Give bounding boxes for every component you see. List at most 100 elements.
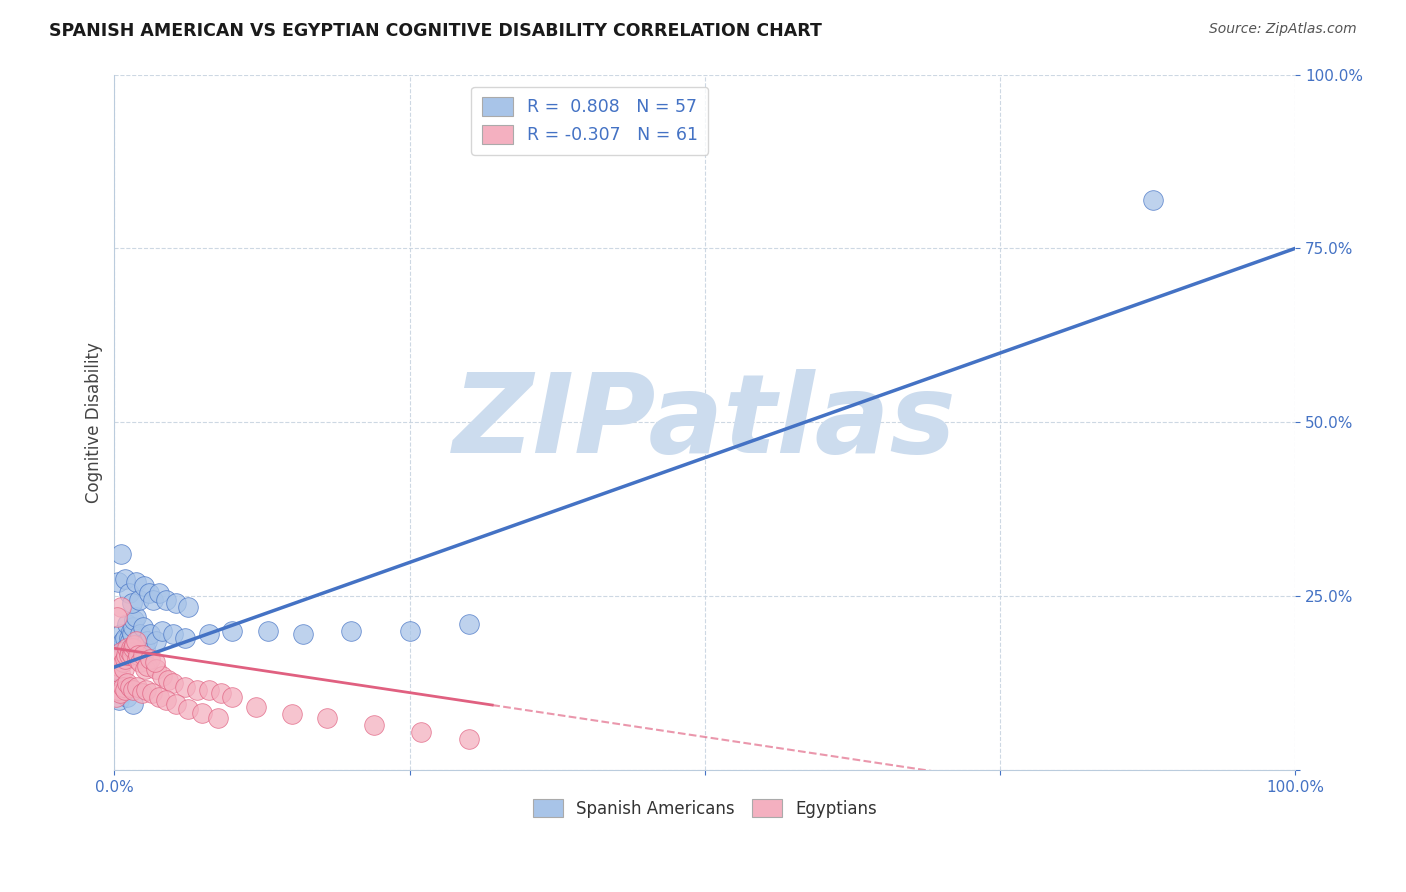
Point	[125, 651, 148, 665]
Text: SPANISH AMERICAN VS EGYPTIAN COGNITIVE DISABILITY CORRELATION CHART: SPANISH AMERICAN VS EGYPTIAN COGNITIVE D…	[49, 22, 823, 40]
Point	[221, 690, 243, 704]
Point	[142, 592, 165, 607]
Point	[110, 599, 132, 614]
Point	[127, 634, 149, 648]
Point	[111, 680, 134, 694]
Point	[457, 616, 479, 631]
Point	[124, 575, 146, 590]
Legend: Spanish Americans, Egyptians: Spanish Americans, Egyptians	[526, 792, 883, 824]
Point	[104, 662, 127, 676]
Point	[316, 711, 339, 725]
Point	[141, 686, 163, 700]
Point	[121, 648, 143, 663]
Point	[108, 638, 131, 652]
Point	[138, 585, 160, 599]
Point	[339, 624, 361, 638]
Point	[165, 697, 187, 711]
Point	[221, 624, 243, 638]
Point	[122, 697, 145, 711]
Point	[398, 624, 420, 638]
Point	[105, 641, 128, 656]
Point	[162, 627, 184, 641]
Point	[148, 690, 170, 704]
Point	[110, 651, 132, 665]
Point	[134, 641, 156, 656]
Point	[110, 627, 132, 641]
Point	[162, 676, 184, 690]
Point	[108, 651, 131, 665]
Point	[125, 680, 148, 694]
Point	[165, 596, 187, 610]
Point	[114, 683, 136, 698]
Point	[132, 620, 155, 634]
Point	[198, 627, 221, 641]
Point	[110, 548, 132, 562]
Point	[457, 731, 479, 746]
Point	[198, 683, 221, 698]
Point	[145, 634, 167, 648]
Point	[191, 706, 214, 720]
Point	[122, 683, 145, 698]
Point	[112, 662, 135, 676]
Point	[411, 724, 433, 739]
Point	[145, 662, 167, 676]
Point	[174, 680, 197, 694]
Point	[121, 627, 143, 641]
Point	[104, 690, 127, 704]
Point	[124, 638, 146, 652]
Point	[128, 592, 150, 607]
Point	[155, 693, 177, 707]
Point	[115, 641, 138, 656]
Point	[186, 683, 208, 698]
Point	[132, 648, 155, 663]
Point	[118, 634, 141, 648]
Point	[107, 658, 129, 673]
Point	[124, 610, 146, 624]
Point	[108, 693, 131, 707]
Point	[125, 641, 148, 656]
Point	[114, 651, 136, 665]
Point	[124, 634, 146, 648]
Point	[122, 641, 145, 656]
Point	[111, 655, 134, 669]
Point	[209, 686, 232, 700]
Point	[129, 627, 152, 641]
Text: ZIPatlas: ZIPatlas	[453, 368, 956, 475]
Point	[131, 686, 153, 700]
Point	[280, 707, 302, 722]
Point	[135, 683, 157, 698]
Point	[117, 631, 139, 645]
Point	[122, 620, 145, 634]
Point	[104, 655, 127, 669]
Point	[117, 648, 139, 663]
Point	[111, 686, 134, 700]
Point	[117, 616, 139, 631]
Point	[114, 572, 136, 586]
Point	[117, 690, 139, 704]
Point	[107, 575, 129, 590]
Point	[143, 655, 166, 669]
Point	[207, 711, 229, 725]
Point	[105, 669, 128, 683]
Point	[115, 648, 138, 663]
Point	[117, 641, 139, 656]
Point	[104, 680, 127, 694]
Point	[107, 683, 129, 698]
Point	[114, 631, 136, 645]
Point	[174, 631, 197, 645]
Point	[176, 599, 198, 614]
Point	[120, 624, 142, 638]
Point	[136, 634, 159, 648]
Point	[107, 648, 129, 663]
Point	[139, 651, 162, 665]
Point	[148, 585, 170, 599]
Point	[121, 596, 143, 610]
Point	[117, 585, 139, 599]
Point	[150, 669, 173, 683]
Point	[105, 655, 128, 669]
Point	[1142, 193, 1164, 207]
Text: Source: ZipAtlas.com: Source: ZipAtlas.com	[1209, 22, 1357, 37]
Point	[110, 686, 132, 700]
Point	[110, 665, 132, 680]
Point	[105, 610, 128, 624]
